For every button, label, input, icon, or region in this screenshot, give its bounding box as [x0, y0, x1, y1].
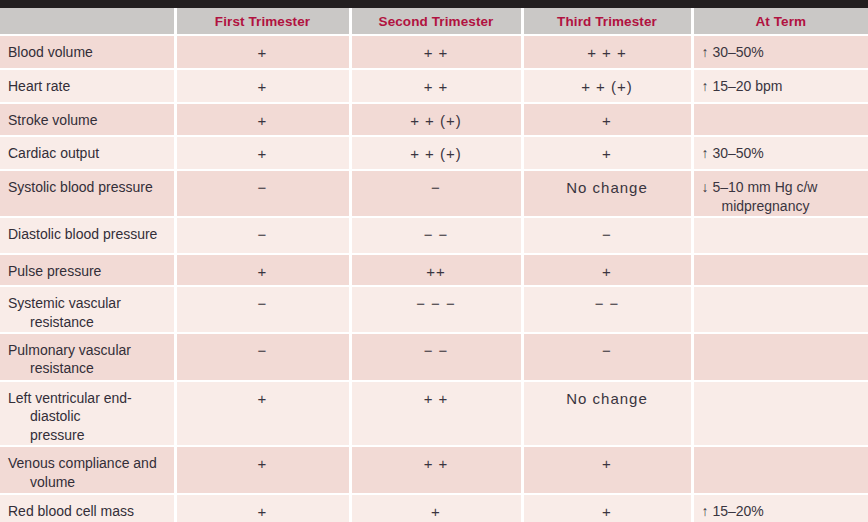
at-term-cell: ↑ 15–20 bpm [692, 69, 868, 103]
table-row-red-blood-cell-mass: Red blood cell mass + + + ↑ 15–20% [0, 494, 868, 522]
value-cell: − [522, 333, 692, 381]
at-term-cell: ↑ 30–50% [692, 35, 868, 69]
row-label: Blood volume [0, 35, 175, 69]
value-cell: + + [350, 69, 522, 103]
table-row-blood-volume: Blood volume + + + + + + ↑ 30–50% [0, 35, 868, 69]
table-header: First Trimester Second Trimester Third T… [0, 8, 868, 35]
row-label: Venous compliance and volume [0, 446, 175, 494]
at-term-cell [692, 103, 868, 136]
value-cell: + + (+) [350, 103, 522, 136]
value-cell: + [522, 136, 692, 170]
table-row-heart-rate: Heart rate + + + + + (+) ↑ 15–20 bpm [0, 69, 868, 103]
at-term-cell [692, 381, 868, 447]
value-cell: − [522, 217, 692, 254]
value-cell: + + [350, 446, 522, 494]
value-cell: − [350, 170, 522, 217]
value-cell: + + (+) [522, 69, 692, 103]
row-label: Cardiac output [0, 136, 175, 170]
table-top-rule [0, 0, 868, 8]
value-cell: − − [350, 333, 522, 381]
at-term-cell: ↓ 5–10 mm Hg c/w midpregnancy [692, 170, 868, 217]
value-cell: − − − [350, 286, 522, 333]
row-label: Heart rate [0, 69, 175, 103]
value-cell: No change [522, 170, 692, 217]
row-label: Stroke volume [0, 103, 175, 136]
table-row-pulse-pressure: Pulse pressure + ++ + [0, 254, 868, 286]
table-row-diastolic-blood-pressure: Diastolic blood pressure − − − − [0, 217, 868, 254]
column-header-second-trimester: Second Trimester [350, 8, 522, 35]
value-cell: + + (+) [350, 136, 522, 170]
value-cell: + [175, 254, 350, 286]
row-label: Systolic blood pressure [0, 170, 175, 217]
table-row-pulmonary-vascular-resistance: Pulmonary vascular resistance − − − − [0, 333, 868, 381]
value-cell: − [175, 286, 350, 333]
pregnancy-hemodynamics-table-page: First Trimester Second Trimester Third T… [0, 0, 868, 522]
row-label: Left ventricular end-diastolic pressure [0, 381, 175, 447]
value-cell: + [175, 446, 350, 494]
hemodynamics-table: First Trimester Second Trimester Third T… [0, 8, 868, 522]
column-header-first-trimester: First Trimester [175, 8, 350, 35]
value-cell: − [175, 333, 350, 381]
at-term-cell [692, 446, 868, 494]
value-cell: − [175, 217, 350, 254]
value-cell: + + [350, 35, 522, 69]
value-cell: + [522, 103, 692, 136]
at-term-cell: ↑ 30–50% [692, 136, 868, 170]
value-cell: No change [522, 381, 692, 447]
row-label: Diastolic blood pressure [0, 217, 175, 254]
row-label: Pulmonary vascular resistance [0, 333, 175, 381]
at-term-cell [692, 217, 868, 254]
at-term-cell: ↑ 15–20% [692, 494, 868, 522]
value-cell: + [175, 381, 350, 447]
value-cell: − [175, 170, 350, 217]
value-cell: ++ [350, 254, 522, 286]
value-cell: + + + [522, 35, 692, 69]
value-cell: + [350, 494, 522, 522]
value-cell: + [522, 446, 692, 494]
table-row-stroke-volume: Stroke volume + + + (+) + [0, 103, 868, 136]
value-cell: + + [350, 381, 522, 447]
table-row-left-ventricular-end-diastolic-pressure: Left ventricular end-diastolic pressure … [0, 381, 868, 447]
value-cell: + [175, 69, 350, 103]
header-row: First Trimester Second Trimester Third T… [0, 8, 868, 35]
value-cell: + [175, 494, 350, 522]
column-header-at-term: At Term [692, 8, 868, 35]
value-cell: + [175, 136, 350, 170]
table-row-systolic-blood-pressure: Systolic blood pressure − − No change ↓ … [0, 170, 868, 217]
value-cell: + [175, 103, 350, 136]
row-label: Systemic vascular resistance [0, 286, 175, 333]
row-label: Pulse pressure [0, 254, 175, 286]
at-term-cell [692, 286, 868, 333]
value-cell: + [522, 494, 692, 522]
value-cell: + [522, 254, 692, 286]
column-header-third-trimester: Third Trimester [522, 8, 692, 35]
at-term-cell [692, 333, 868, 381]
value-cell: − − [350, 217, 522, 254]
header-row-label-spacer [0, 8, 175, 35]
table-row-venous-compliance-and-volume: Venous compliance and volume + + + + [0, 446, 868, 494]
row-label: Red blood cell mass [0, 494, 175, 522]
table-body: Blood volume + + + + + + ↑ 30–50% Heart … [0, 35, 868, 522]
at-term-cell [692, 254, 868, 286]
value-cell: − − [522, 286, 692, 333]
table-row-cardiac-output: Cardiac output + + + (+) + ↑ 30–50% [0, 136, 868, 170]
table-row-systemic-vascular-resistance: Systemic vascular resistance − − − − − − [0, 286, 868, 333]
value-cell: + [175, 35, 350, 69]
